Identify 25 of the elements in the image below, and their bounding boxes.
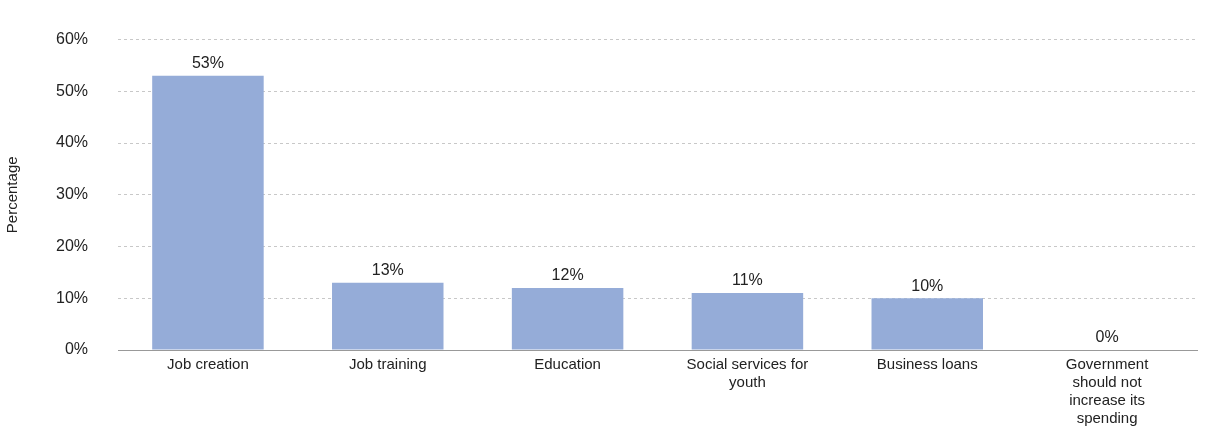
x-tick-label: Business loans — [876, 355, 978, 373]
y-tick-label: 50% — [55, 81, 89, 99]
data-label: 10% — [911, 276, 944, 294]
bar — [691, 293, 804, 350]
data-label: 12% — [551, 266, 584, 284]
data-label: 13% — [371, 261, 404, 279]
y-tick-label: 10% — [55, 288, 89, 306]
x-tick-label: Job training — [348, 355, 427, 373]
x-tick-label: Social services for youth — [686, 355, 809, 391]
x-tick-label: Government should not increase its spending — [1065, 355, 1150, 427]
data-label: 0% — [1095, 328, 1119, 346]
x-tick-label: Job creation — [167, 355, 249, 373]
x-tick-label: Education — [534, 355, 601, 373]
y-tick-label: 0% — [64, 340, 89, 358]
bar — [511, 287, 624, 350]
y-tick-label: 40% — [55, 133, 89, 151]
data-label: 53% — [191, 54, 224, 72]
y-axis-title: Percentage — [3, 156, 21, 234]
y-tick-label: 60% — [55, 30, 89, 48]
y-tick-label: 20% — [55, 236, 89, 254]
bar — [871, 298, 983, 350]
bar — [152, 75, 264, 350]
bar — [332, 282, 444, 350]
y-tick-label: 30% — [55, 185, 89, 203]
data-label: 11% — [732, 271, 763, 289]
